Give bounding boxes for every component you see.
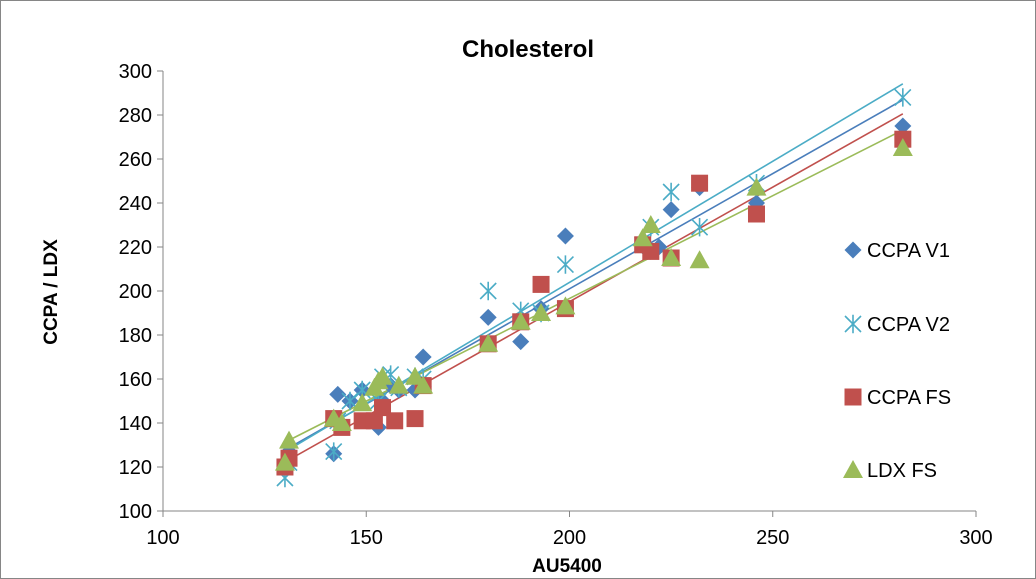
legend-label: CCPA FS [867, 387, 951, 409]
data-point [478, 333, 499, 352]
data-point [413, 375, 434, 394]
data-point [556, 227, 574, 245]
y-tick-label: 100 [119, 501, 152, 523]
y-tick-label: 120 [119, 457, 152, 479]
data-point [747, 205, 765, 223]
data-point [640, 215, 661, 233]
y-tick-label: 280 [119, 105, 152, 127]
data-point [274, 452, 295, 471]
y-tick-label: 260 [119, 149, 152, 171]
data-point [479, 281, 497, 301]
data-point [512, 333, 530, 351]
legend-label: CCPA V1 [867, 240, 950, 262]
x-tick-label: 150 [350, 527, 383, 549]
legend-marker [844, 314, 862, 334]
data-point [388, 375, 409, 394]
legend: CCPA V1 CCPA V2 CCPA FS LDX FS [843, 240, 951, 482]
data-point [331, 413, 352, 431]
data-point [662, 201, 680, 219]
data-point [894, 117, 912, 135]
legend-item: CCPA V2 [844, 314, 950, 336]
legend-marker [844, 241, 862, 259]
trendline [284, 83, 904, 453]
y-tick-label: 160 [119, 369, 152, 391]
data-point [414, 348, 432, 366]
data-point [279, 430, 300, 449]
y-tick-label: 220 [119, 237, 152, 259]
data-point [556, 255, 575, 274]
plot-axes [157, 70, 977, 517]
x-tick-label: 300 [959, 527, 992, 549]
data-point [892, 138, 913, 156]
series-ldx-fs [274, 138, 913, 471]
legend-marker [843, 460, 863, 478]
legend-label: LDX FS [867, 460, 937, 482]
data-points [274, 88, 913, 488]
trendline [284, 99, 904, 451]
y-tick-labels: 100 120 140 160 180 200 220 240 260 280 300 [119, 61, 152, 523]
data-point [689, 250, 710, 269]
data-point [691, 174, 709, 192]
data-point [532, 275, 550, 293]
y-tick-label: 300 [119, 61, 152, 83]
data-point [479, 308, 497, 326]
legend-item: CCPA V1 [844, 240, 950, 262]
x-tick-label: 250 [756, 527, 789, 549]
legend-label: CCPA V2 [867, 314, 950, 336]
data-point [642, 242, 660, 260]
legend-item: LDX FS [843, 460, 937, 482]
data-point [531, 303, 552, 321]
x-tick-labels: 100 150 200 250 300 [146, 527, 992, 549]
y-tick-label: 180 [119, 325, 152, 347]
x-tick-label: 200 [553, 527, 586, 549]
chart-title: Cholesterol [462, 36, 594, 63]
series-ccpa-fs [276, 130, 912, 476]
data-point [555, 296, 576, 315]
data-point [325, 442, 343, 461]
data-point [510, 311, 531, 330]
data-point [632, 228, 653, 247]
data-point [372, 366, 393, 385]
data-point [352, 393, 373, 412]
data-point [386, 412, 404, 430]
data-point [662, 182, 680, 202]
legend-item: CCPA FS [844, 387, 951, 409]
data-point [374, 399, 392, 417]
y-tick-label: 140 [119, 413, 152, 435]
y-axis-title: CCPA / LDX [41, 239, 62, 345]
y-tick-label: 200 [119, 281, 152, 303]
legend-marker [844, 388, 862, 406]
data-point [746, 177, 767, 196]
data-point [894, 88, 912, 107]
data-point [405, 366, 426, 385]
data-point [329, 385, 347, 403]
data-point [365, 412, 383, 430]
data-point [691, 218, 709, 237]
y-tick-label: 240 [119, 193, 152, 215]
data-point [661, 248, 682, 266]
x-tick-label: 100 [146, 527, 179, 549]
data-point [406, 410, 424, 428]
x-axis-title: AU5400 [532, 556, 602, 577]
